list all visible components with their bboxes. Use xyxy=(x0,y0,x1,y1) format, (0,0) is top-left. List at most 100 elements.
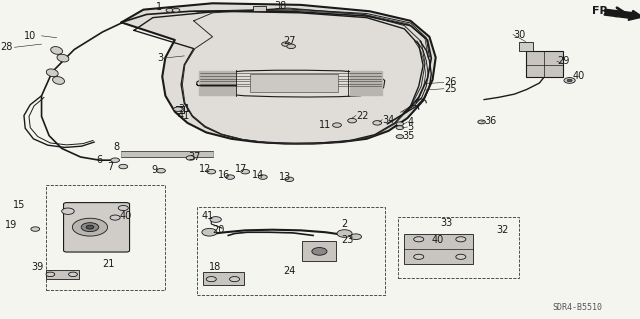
Circle shape xyxy=(478,120,485,124)
Circle shape xyxy=(567,79,572,82)
Bar xyxy=(46,270,79,279)
Ellipse shape xyxy=(51,47,63,54)
Text: 17: 17 xyxy=(235,164,247,174)
Text: 6: 6 xyxy=(97,154,102,165)
Text: 40: 40 xyxy=(431,235,444,245)
Text: 30: 30 xyxy=(513,30,525,40)
Circle shape xyxy=(312,248,327,255)
Text: 38: 38 xyxy=(274,2,286,11)
Circle shape xyxy=(110,215,120,220)
Circle shape xyxy=(226,175,234,179)
Circle shape xyxy=(241,169,250,174)
Circle shape xyxy=(413,237,424,242)
Text: 9: 9 xyxy=(151,165,157,175)
Ellipse shape xyxy=(52,77,65,84)
Text: 37: 37 xyxy=(189,152,201,162)
Circle shape xyxy=(230,277,239,282)
Text: 10: 10 xyxy=(24,31,36,41)
Bar xyxy=(398,217,519,278)
Text: 22: 22 xyxy=(356,111,369,121)
Text: 11: 11 xyxy=(319,120,331,130)
Text: 39: 39 xyxy=(31,262,44,272)
Circle shape xyxy=(210,217,221,222)
Circle shape xyxy=(166,8,173,12)
Ellipse shape xyxy=(46,69,58,77)
Text: 33: 33 xyxy=(440,218,452,228)
Text: 40: 40 xyxy=(573,71,585,81)
Circle shape xyxy=(157,168,165,173)
Circle shape xyxy=(72,218,108,236)
Circle shape xyxy=(81,223,99,232)
Text: 26: 26 xyxy=(444,78,456,87)
Circle shape xyxy=(413,254,424,259)
Circle shape xyxy=(119,164,127,169)
Text: 18: 18 xyxy=(209,262,221,272)
Polygon shape xyxy=(198,71,234,95)
Circle shape xyxy=(202,228,217,236)
Bar xyxy=(203,272,244,285)
Text: 41: 41 xyxy=(202,211,214,221)
Circle shape xyxy=(186,156,195,160)
Circle shape xyxy=(61,208,74,214)
Circle shape xyxy=(46,272,55,277)
Text: FR.: FR. xyxy=(592,6,612,16)
Circle shape xyxy=(396,122,404,126)
Text: 16: 16 xyxy=(218,170,230,180)
Text: 3: 3 xyxy=(157,53,163,63)
Circle shape xyxy=(207,169,216,174)
Text: SDR4-B5510: SDR4-B5510 xyxy=(552,303,602,312)
Text: 25: 25 xyxy=(444,84,456,94)
Text: 41: 41 xyxy=(178,111,190,121)
Text: 19: 19 xyxy=(5,220,18,230)
Bar xyxy=(404,234,474,264)
Polygon shape xyxy=(122,3,436,144)
Text: 27: 27 xyxy=(283,36,296,46)
Text: 4: 4 xyxy=(408,117,413,127)
Text: 28: 28 xyxy=(0,42,13,52)
Text: 40: 40 xyxy=(120,211,132,221)
Circle shape xyxy=(456,237,466,242)
Circle shape xyxy=(564,78,575,83)
FancyArrow shape xyxy=(604,10,640,20)
Text: 15: 15 xyxy=(13,200,25,210)
Text: 2: 2 xyxy=(341,219,348,229)
Text: 24: 24 xyxy=(283,265,295,276)
Bar xyxy=(122,151,212,157)
Circle shape xyxy=(118,205,128,211)
Ellipse shape xyxy=(57,54,69,62)
Bar xyxy=(197,207,385,295)
Text: 21: 21 xyxy=(102,259,115,269)
Circle shape xyxy=(348,118,356,123)
Circle shape xyxy=(337,230,352,237)
Text: 32: 32 xyxy=(497,225,509,235)
Circle shape xyxy=(396,126,404,130)
Text: 35: 35 xyxy=(403,130,415,141)
Circle shape xyxy=(396,135,404,138)
Bar xyxy=(46,185,165,290)
Circle shape xyxy=(206,277,216,282)
Text: 13: 13 xyxy=(279,172,291,182)
Circle shape xyxy=(68,272,77,277)
Circle shape xyxy=(86,225,93,229)
Circle shape xyxy=(373,121,381,125)
Circle shape xyxy=(456,254,466,259)
Circle shape xyxy=(350,234,362,240)
Text: 34: 34 xyxy=(382,115,394,125)
Text: 5: 5 xyxy=(408,122,413,132)
Circle shape xyxy=(282,42,291,46)
Circle shape xyxy=(172,8,180,12)
FancyBboxPatch shape xyxy=(63,203,129,252)
Text: 1: 1 xyxy=(156,2,163,12)
Bar xyxy=(302,241,337,261)
Bar xyxy=(519,41,533,51)
Text: 29: 29 xyxy=(557,56,570,66)
Text: 12: 12 xyxy=(199,164,211,174)
Text: 7: 7 xyxy=(107,161,113,172)
Text: 31: 31 xyxy=(178,104,190,114)
Bar xyxy=(253,6,266,11)
Circle shape xyxy=(173,107,182,111)
Polygon shape xyxy=(349,71,382,95)
Bar xyxy=(250,74,339,92)
Circle shape xyxy=(285,177,294,182)
Text: 23: 23 xyxy=(341,235,354,245)
